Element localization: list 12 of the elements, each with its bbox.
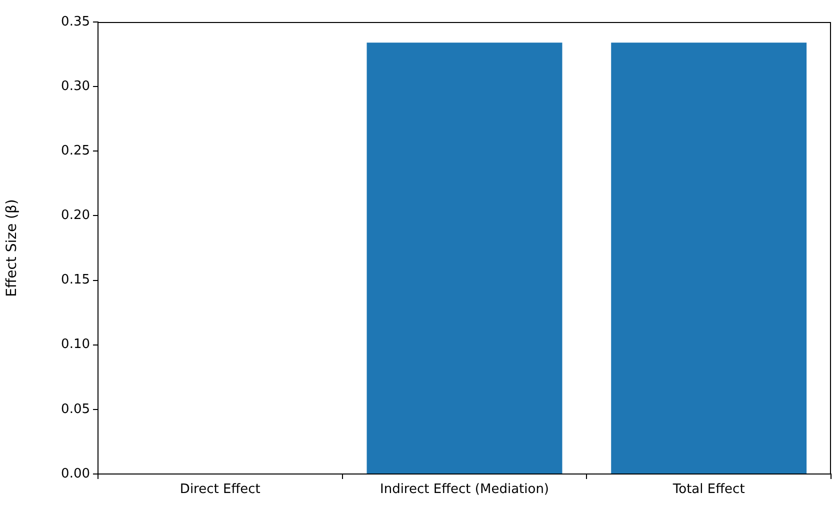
y-tick-label: 0.20 <box>61 208 90 224</box>
y-tick-label: 0.05 <box>61 402 90 417</box>
y-tick-label: 0.10 <box>61 337 90 352</box>
x-tick-label: Total Effect <box>672 482 745 498</box>
x-tick-label: Direct Effect <box>180 482 260 498</box>
y-tick-label: 0.25 <box>61 144 90 159</box>
y-tick-label: 0.00 <box>61 466 90 482</box>
y-tick-label: 0.30 <box>61 78 90 94</box>
y-tick-label: 0.15 <box>61 272 90 288</box>
x-tick-label: Indirect Effect (Mediation) <box>380 482 550 498</box>
y-tick-label: 0.35 <box>61 14 90 30</box>
y-axis-title: Effect Size (β) <box>4 199 20 297</box>
